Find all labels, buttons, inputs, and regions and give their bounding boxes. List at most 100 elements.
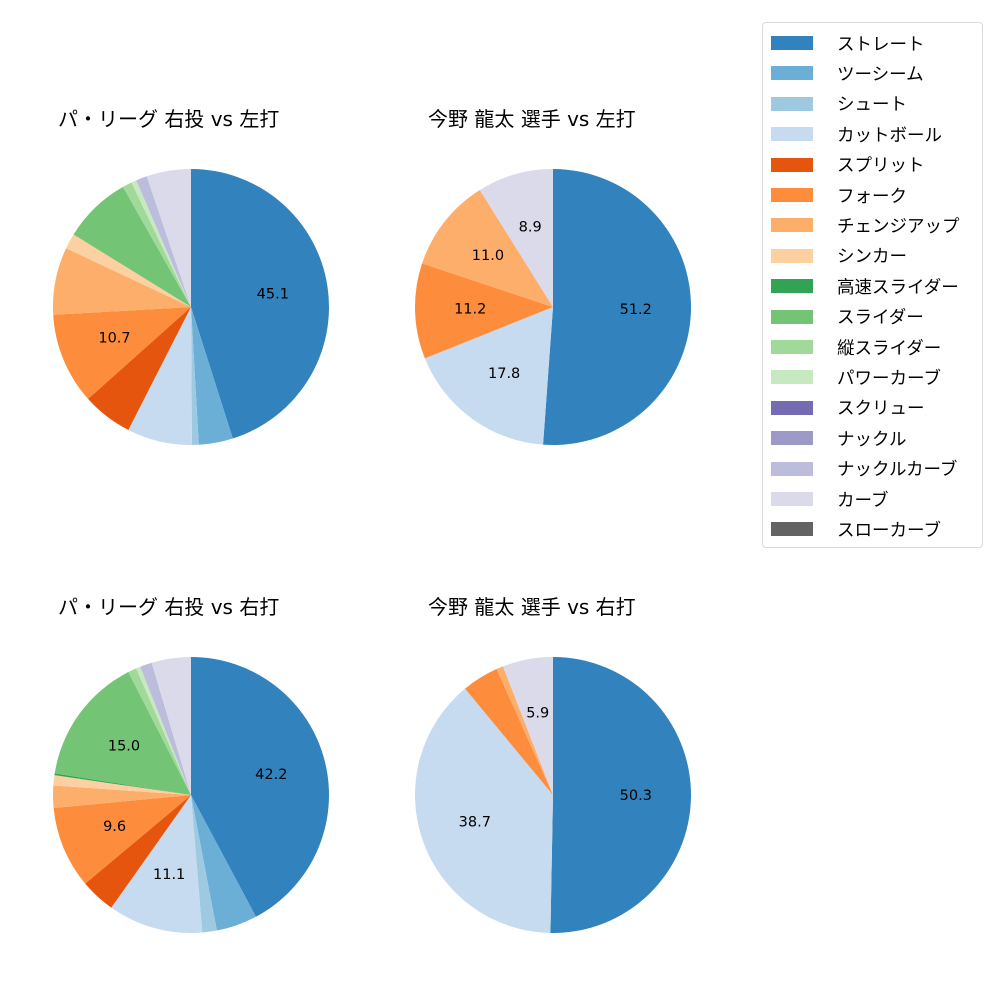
legend-item: ツーシーム: [771, 63, 924, 85]
pie-slice: [128, 307, 192, 446]
legend-swatch: [771, 157, 813, 172]
legend-label: スローカーブ: [837, 520, 941, 541]
legend-label: スライダー: [837, 308, 924, 329]
chart-title-top-right: 今野 龍太 選手 vs 左打: [428, 107, 636, 131]
legend-label: パワーカーブ: [837, 368, 941, 389]
legend-swatch: [771, 36, 813, 50]
legend-swatch: [771, 279, 813, 294]
legend-item: スライダー: [771, 307, 924, 329]
legend-label: 高速スライダー: [837, 277, 959, 298]
pie-slice: [53, 795, 191, 884]
pie-value-label: 38.7: [459, 814, 491, 830]
legend-label: シュート: [837, 95, 907, 116]
pie-slice: [465, 669, 553, 795]
pie-slice: [424, 307, 553, 445]
legend-swatch: [771, 188, 813, 202]
pie-slice: [54, 773, 192, 795]
legend-item: パワーカーブ: [771, 367, 941, 389]
pie-value-label: 45.1: [257, 286, 289, 302]
pie-value-label: 51.2: [620, 302, 652, 318]
legend-label: カーブ: [837, 490, 889, 511]
legend-swatch: [771, 66, 813, 81]
pie-value-label: 11.0: [472, 248, 504, 264]
legend-label: ストレート: [837, 34, 925, 55]
pie-slice: [136, 176, 191, 307]
pie-slice: [136, 666, 191, 795]
legend-label: ツーシーム: [837, 64, 924, 85]
pie-value-label: 11.2: [454, 301, 486, 317]
pie-slice: [503, 657, 553, 795]
pie-slice: [415, 263, 553, 359]
pie-slice: [479, 169, 553, 307]
pie-slice: [191, 795, 256, 931]
legend-swatch: [771, 96, 813, 111]
legend-swatch: [771, 431, 813, 446]
pie-slice: [53, 248, 191, 315]
legend-label: ナックル: [837, 429, 907, 450]
pie-slice: [54, 672, 192, 795]
legend-swatch: [771, 340, 813, 354]
legend-label: カットボール: [837, 125, 942, 146]
legend-item: スローカーブ: [771, 519, 941, 541]
chart-title-bottom-left: パ・リーグ 右投 vs 右打: [58, 595, 280, 619]
legend-item: チェンジアップ: [771, 215, 960, 237]
pie-value-label: 15.0: [108, 738, 140, 754]
legend-label: 縦スライダー: [837, 338, 942, 359]
legend-item: カーブ: [771, 489, 889, 511]
pie-slice: [53, 785, 192, 808]
legend-swatch: [771, 400, 813, 415]
legend-label: スプリット: [837, 156, 925, 177]
pie-slice: [85, 795, 191, 908]
legend-label: スクリュー: [837, 399, 925, 420]
pie-value-label: 11.1: [153, 867, 185, 883]
pie-value-label: 50.3: [620, 788, 652, 804]
pie-value-label: 10.7: [98, 331, 130, 347]
legend-item: ナックルカーブ: [771, 459, 957, 480]
pie-slice: [140, 662, 191, 795]
legend-label: シンカー: [837, 247, 907, 268]
legend-item: シンカー: [771, 246, 907, 268]
legend-label: チェンジアップ: [837, 216, 960, 237]
legend-item: スプリット: [771, 155, 925, 177]
pie-slice: [111, 795, 203, 934]
pie-slice: [550, 657, 691, 933]
pie-slice: [123, 182, 191, 307]
pie-slice: [191, 307, 199, 445]
pie-slice: [151, 657, 191, 795]
pie-slice: [422, 189, 553, 307]
legend-item: ストレート: [771, 33, 925, 55]
legend-swatch: [771, 218, 813, 233]
legend-label: フォーク: [837, 186, 907, 207]
pie-value-label: 5.9: [526, 706, 549, 722]
pie-slice: [496, 666, 553, 795]
pie-slice: [543, 169, 692, 445]
legend-item: カットボール: [771, 124, 942, 146]
pie-slice: [191, 307, 233, 445]
pie-slice: [53, 307, 192, 399]
chart-title-top-left: パ・リーグ 右投 vs 左打: [58, 107, 280, 131]
pie-slice: [191, 795, 217, 933]
legend-item: シュート: [771, 94, 907, 116]
legend-item: フォーク: [771, 185, 907, 207]
legend-swatch: [771, 248, 813, 263]
pie-slice: [131, 180, 191, 307]
legend-swatch: [771, 492, 813, 506]
pie-slice: [128, 668, 191, 795]
legend-swatch: [771, 309, 813, 324]
pie-slice: [191, 169, 329, 439]
pie-slice: [88, 307, 191, 430]
pie-slice: [191, 657, 329, 917]
pie-value-label: 17.8: [488, 366, 520, 382]
chart-title-bottom-right: 今野 龍太 選手 vs 右打: [428, 595, 636, 619]
pie-value-label: 9.6: [103, 819, 126, 835]
legend-swatch: [771, 127, 813, 142]
legend-swatch: [771, 370, 813, 385]
legend-swatch: [771, 461, 813, 476]
pie-slice: [73, 186, 191, 307]
pie-value-label: 8.9: [519, 219, 542, 235]
legend-item: 縦スライダー: [771, 337, 942, 359]
